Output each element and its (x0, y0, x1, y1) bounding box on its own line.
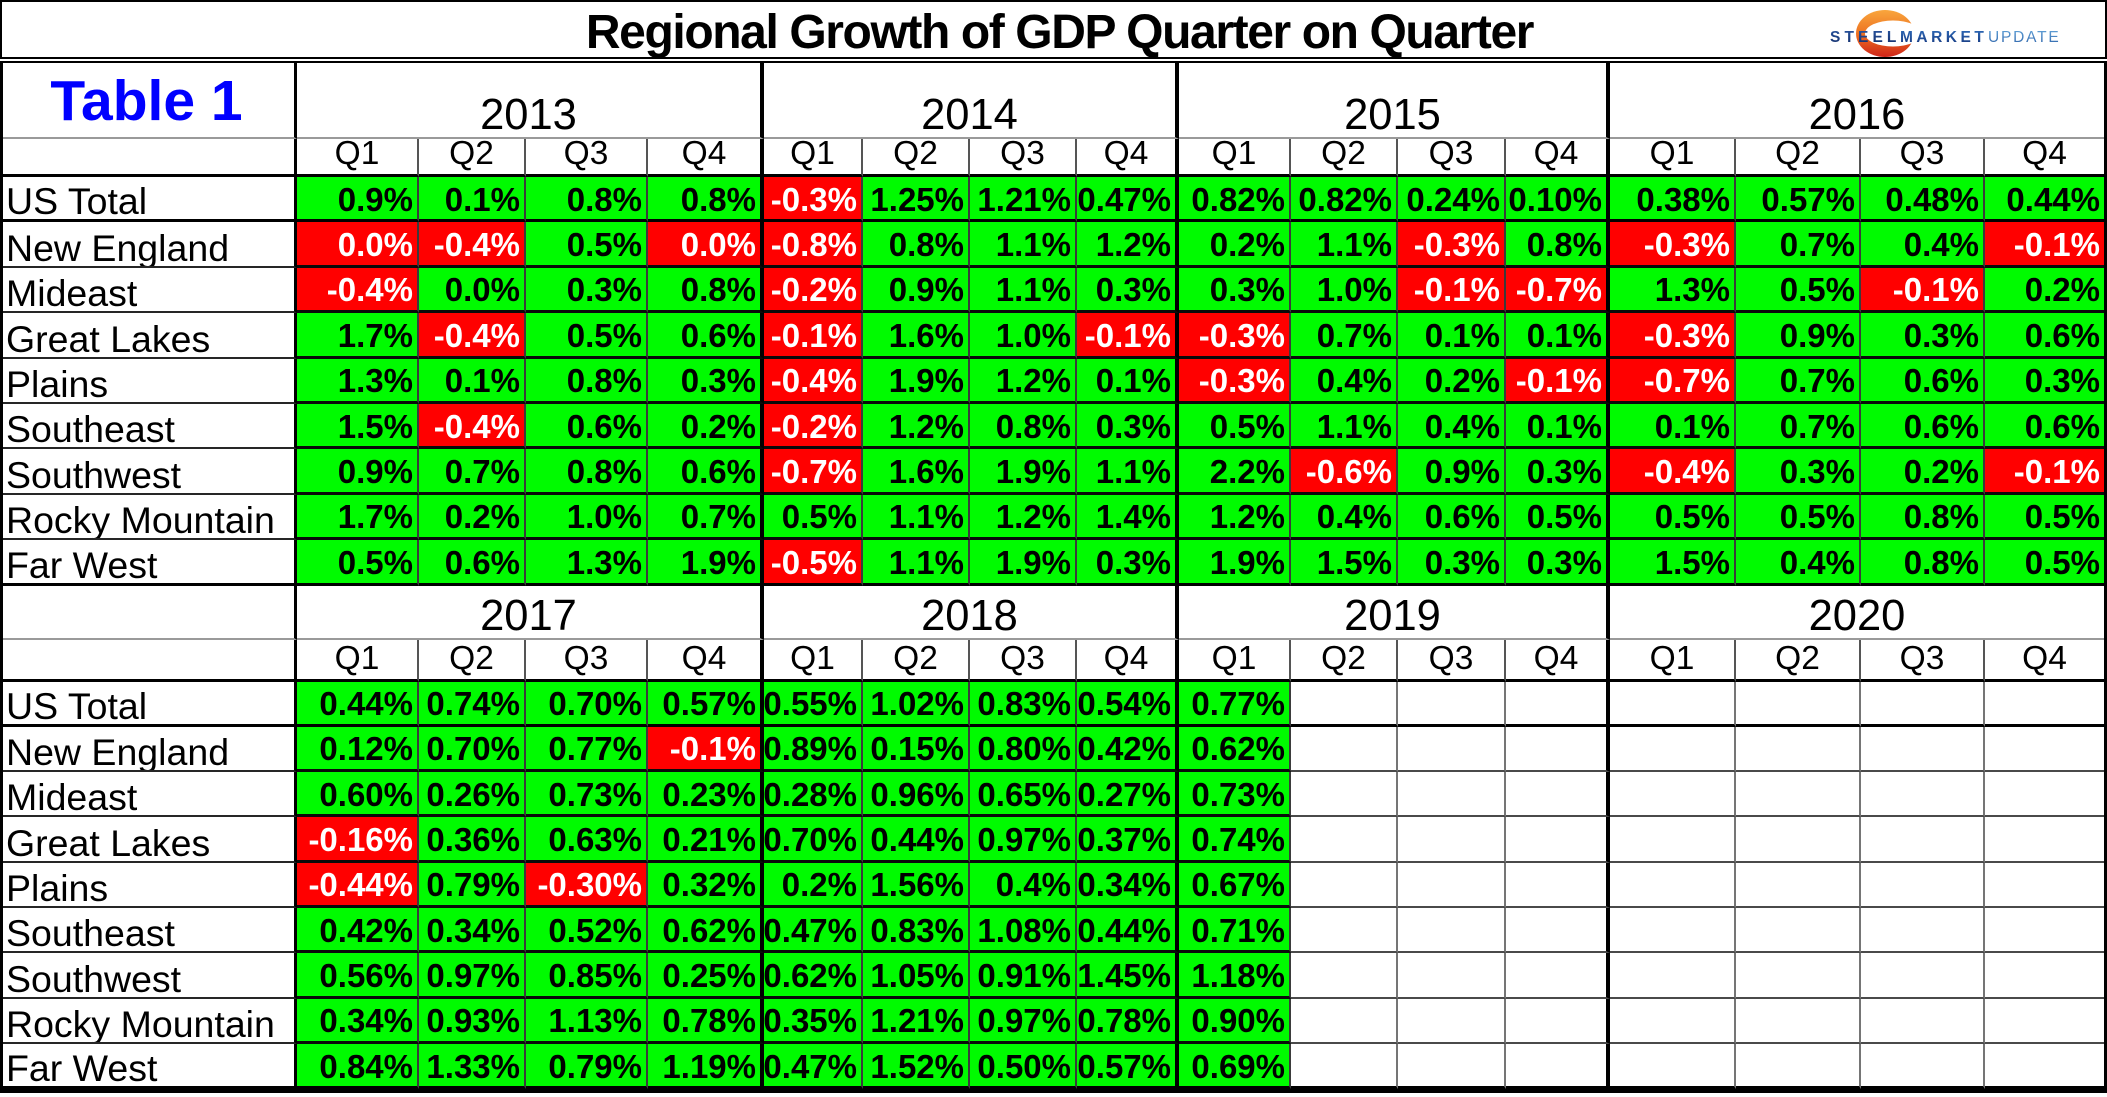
svg-text:UPDATE: UPDATE (1988, 29, 2061, 46)
svg-text:STEEL: STEEL (1830, 29, 1900, 46)
svg-text:MARKET: MARKET (1900, 29, 1987, 46)
